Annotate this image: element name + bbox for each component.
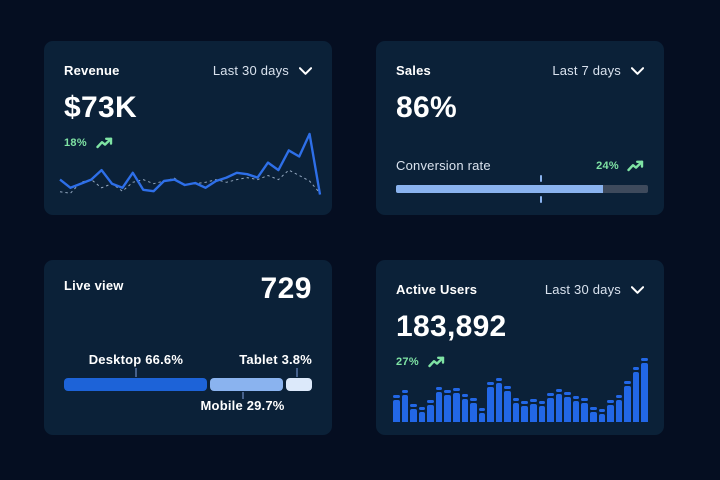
active-users-period-dropdown[interactable]: Last 30 days xyxy=(545,282,644,297)
revenue-change: 18% xyxy=(64,137,87,149)
revenue-line-chart xyxy=(59,132,322,195)
mobile-tick xyxy=(241,392,244,399)
user-bar xyxy=(547,393,554,422)
sales-value: 86% xyxy=(396,91,457,124)
user-bar xyxy=(530,399,537,422)
live-view-card-header: Live view 729 xyxy=(44,260,332,306)
user-bar xyxy=(435,387,443,422)
user-bar xyxy=(538,401,546,422)
live-view-title: Live view xyxy=(64,278,124,293)
user-bar xyxy=(401,390,409,422)
trend-up-icon xyxy=(627,160,644,171)
user-bar xyxy=(555,389,563,422)
sales-title: Sales xyxy=(396,63,431,78)
user-bar xyxy=(512,398,520,422)
revenue-value: $73K xyxy=(64,91,137,124)
conversion-progress xyxy=(396,175,648,203)
user-bar xyxy=(427,400,434,422)
desktop-segment xyxy=(64,378,208,391)
conversion-change: 24% xyxy=(596,160,644,172)
revenue-card-header: Revenue Last 30 days xyxy=(44,41,332,78)
user-bar xyxy=(418,407,426,422)
revenue-change-row: 18% xyxy=(44,125,332,149)
active-users-value: 183,892 xyxy=(396,310,507,343)
trend-up-icon xyxy=(96,137,113,149)
sales-card-header: Sales Last 7 days xyxy=(376,41,664,78)
device-breakdown: Desktop 66.6% Tablet 3.8% Mobile 29.7% xyxy=(64,352,312,413)
user-bar xyxy=(581,398,588,422)
live-view-value: 729 xyxy=(260,272,312,305)
revenue-title: Revenue xyxy=(64,63,120,78)
active-users-bar-chart xyxy=(393,356,648,422)
live-view-card: Live view 729 Desktop 66.6% Tablet 3.8% … xyxy=(44,260,332,435)
device-stacked-bar xyxy=(64,378,312,391)
conversion-progress-marker xyxy=(539,196,542,203)
tablet-segment xyxy=(285,378,312,391)
user-bar xyxy=(521,401,528,422)
tablet-tick xyxy=(296,368,299,377)
user-bar xyxy=(495,378,503,422)
active-users-card-header: Active Users Last 30 days xyxy=(376,260,664,297)
mobile-segment xyxy=(210,378,283,391)
user-bar xyxy=(487,382,494,422)
conversion-progress-marker xyxy=(539,175,542,182)
trend-up-icon xyxy=(428,356,445,368)
desktop-share-label: Desktop 66.6% xyxy=(88,352,184,367)
user-bar xyxy=(478,408,486,422)
user-bar xyxy=(572,396,580,422)
user-bar xyxy=(410,404,417,422)
user-bar xyxy=(470,398,477,422)
user-bar xyxy=(444,390,451,422)
sales-card: Sales Last 7 days 86% Conversion rate 24… xyxy=(376,41,664,215)
user-bar xyxy=(624,381,631,422)
user-bar xyxy=(632,367,640,422)
active-users-period-label: Last 30 days xyxy=(544,282,621,297)
active-users-change-row: 27% xyxy=(376,344,664,368)
conversion-progress-fill xyxy=(396,185,603,193)
user-bar xyxy=(564,392,571,422)
chevron-down-icon xyxy=(299,66,312,75)
user-bar xyxy=(607,400,614,422)
conversion-label: Conversion rate xyxy=(396,158,491,173)
revenue-card: Revenue Last 30 days $73K 18% xyxy=(44,41,332,215)
revenue-line-chart-area xyxy=(59,127,322,203)
sales-change: 24% xyxy=(596,159,619,172)
active-users-title: Active Users xyxy=(396,282,478,297)
revenue-period-label: Last 30 days xyxy=(212,63,289,78)
active-users-card: Active Users Last 30 days 183,892 27% xyxy=(376,260,664,435)
user-bar xyxy=(641,358,648,422)
user-bar xyxy=(598,409,606,422)
user-bar xyxy=(461,394,469,422)
user-bar xyxy=(393,395,400,422)
revenue-period-dropdown[interactable]: Last 30 days xyxy=(213,63,312,78)
conversion-row: Conversion rate 24% xyxy=(396,158,644,173)
tablet-share-label: Tablet 3.8% xyxy=(239,352,312,367)
mobile-share-label: Mobile 29.7% xyxy=(200,398,285,413)
chevron-down-icon xyxy=(631,285,644,294)
active-users-change: 27% xyxy=(396,356,419,368)
sales-period-label: Last 7 days xyxy=(552,63,621,78)
chevron-down-icon xyxy=(631,66,644,75)
sales-period-dropdown[interactable]: Last 7 days xyxy=(552,63,644,78)
user-bar xyxy=(589,407,597,422)
user-bar xyxy=(615,395,623,422)
desktop-tick xyxy=(134,368,137,377)
user-bar xyxy=(504,386,511,422)
user-bar xyxy=(452,388,460,422)
